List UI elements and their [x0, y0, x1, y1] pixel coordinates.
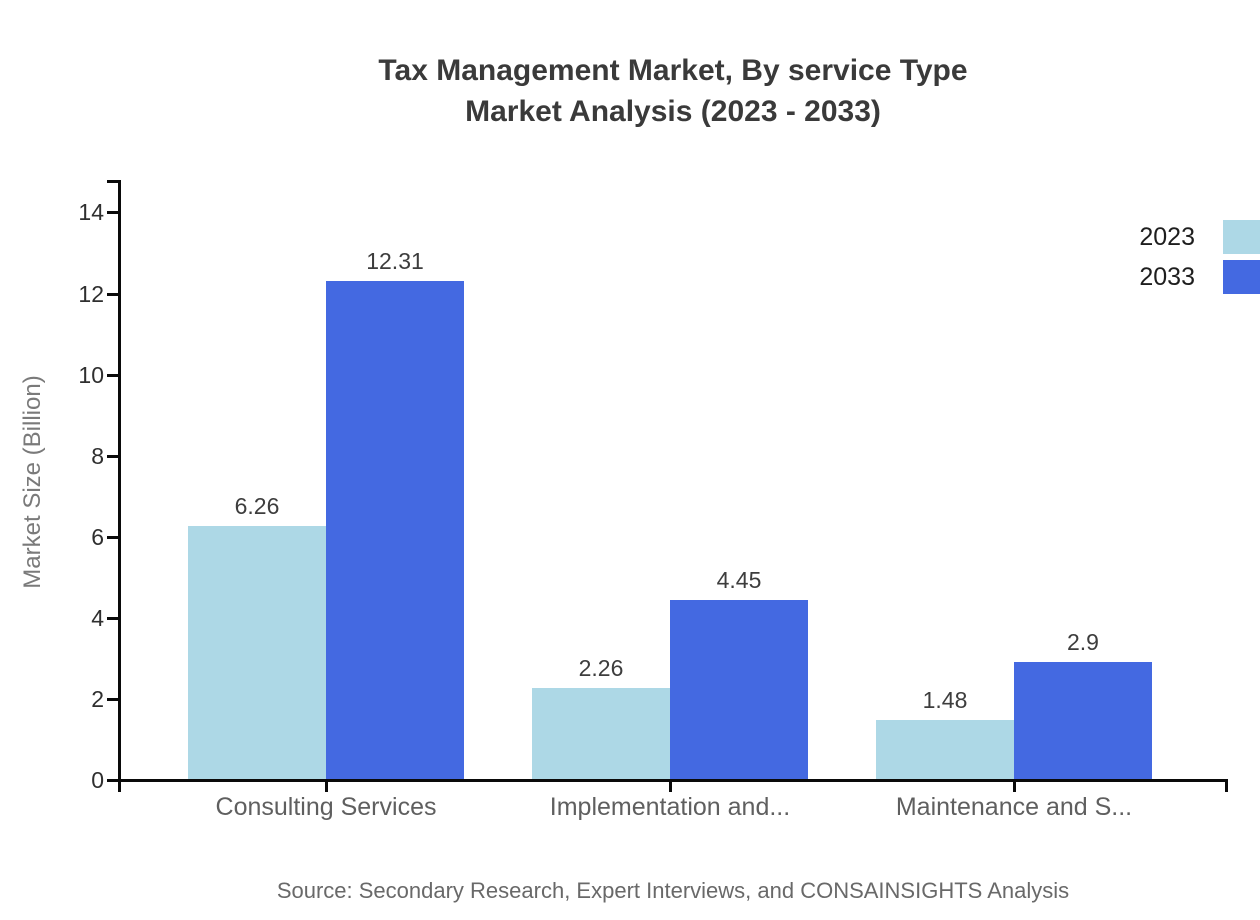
bar-value-label: 2.26 — [578, 655, 624, 681]
y-axis-tick — [107, 454, 118, 458]
y-axis-tick-label: 0 — [91, 767, 104, 793]
bar-2023-2 — [532, 688, 670, 780]
chart-title-line1: Tax Management Market, By service Type — [378, 54, 968, 87]
bar-value-label: 4.45 — [716, 567, 762, 593]
legend-swatch-2023 — [1223, 220, 1260, 254]
x-axis-tick — [669, 779, 672, 792]
y-axis-tick — [107, 779, 118, 782]
x-axis-tick — [1013, 779, 1016, 792]
x-axis-tick — [325, 779, 328, 792]
bar-2023-1 — [188, 526, 326, 780]
y-axis-tick — [107, 373, 118, 377]
y-axis-line — [118, 180, 121, 792]
legend-swatch-2033 — [1223, 260, 1260, 294]
chart-title: Tax Management Market, By service Type M… — [118, 50, 1228, 132]
bar-value-label: 6.26 — [234, 493, 280, 519]
chart-title-line2: Market Analysis (2023 - 2033) — [465, 95, 881, 128]
y-axis-tick-label: 10 — [78, 361, 104, 388]
bar-2033-2 — [670, 600, 808, 780]
y-axis-tick-label: 12 — [78, 280, 104, 307]
y-axis-tick-label: 8 — [91, 442, 104, 469]
bar-value-label: 2.9 — [1067, 629, 1099, 655]
source-note: Source: Secondary Research, Expert Inter… — [276, 878, 1070, 903]
bar-2033-1 — [326, 281, 464, 780]
y-axis-end-tick — [107, 180, 118, 183]
y-axis-tick — [107, 616, 118, 620]
y-axis-tick — [107, 697, 118, 701]
bar-2023-3 — [876, 720, 1014, 780]
x-axis-line — [118, 779, 1228, 782]
legend-label-2023: 2023 — [1139, 223, 1195, 251]
legend-label-2033: 2033 — [1139, 263, 1195, 291]
bar-2033-3 — [1014, 662, 1152, 780]
y-axis-tick-label: 14 — [78, 199, 104, 226]
x-axis-category-label: Implementation and... — [549, 793, 791, 821]
x-axis-end-tick — [1225, 779, 1228, 792]
y-axis-tick — [107, 292, 118, 296]
y-axis-tick-label: 2 — [91, 685, 104, 712]
y-axis-tick — [107, 211, 118, 215]
x-axis-category-label: Consulting Services — [215, 793, 437, 821]
y-axis-tick-label: 6 — [91, 523, 104, 550]
bar-value-label: 12.31 — [366, 248, 424, 274]
y-axis-tick-label: 4 — [91, 604, 104, 631]
x-axis-category-label: Maintenance and S... — [895, 793, 1133, 821]
bar-value-label: 1.48 — [922, 687, 968, 713]
y-axis-tick — [107, 535, 118, 539]
